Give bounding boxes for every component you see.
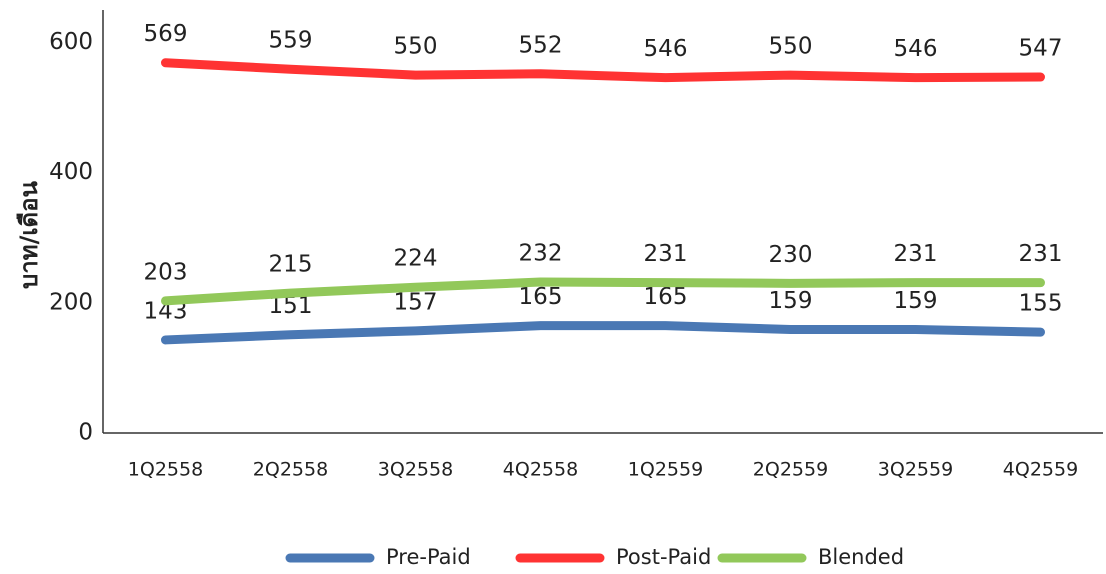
data-label: 546: [644, 36, 688, 62]
x-tick-label: 4Q2558: [503, 459, 578, 481]
data-label: 203: [144, 259, 188, 285]
data-label: 159: [894, 288, 938, 314]
data-label: 559: [269, 28, 313, 54]
data-label: 546: [894, 36, 938, 62]
data-label: 224: [394, 246, 438, 272]
x-tick-label: 2Q2558: [253, 459, 328, 481]
data-label: 232: [519, 241, 563, 267]
x-tick-label: 4Q2559: [1003, 459, 1078, 481]
data-label: 569: [144, 21, 188, 47]
data-label: 230: [769, 242, 813, 268]
x-tick-label: 2Q2559: [753, 459, 828, 481]
data-label: 165: [519, 284, 563, 310]
y-axis-label: บาท/เดือน: [15, 180, 43, 289]
x-tick-label: 1Q2558: [128, 459, 203, 481]
data-label: 155: [1019, 291, 1063, 317]
data-label: 157: [394, 289, 438, 315]
legend-label: Post-Paid: [616, 545, 711, 569]
legend-label: Pre-Paid: [386, 545, 471, 569]
data-label: 165: [644, 284, 688, 310]
x-tick-label: 1Q2559: [628, 459, 703, 481]
line: [161, 58, 1045, 83]
line: [161, 321, 1045, 345]
data-label: 215: [269, 252, 313, 278]
y-tick-label: 400: [49, 159, 93, 185]
data-label: 547: [1019, 36, 1063, 62]
line: [161, 277, 1045, 306]
legend-label: Blended: [818, 545, 904, 569]
data-label: 231: [894, 241, 938, 267]
x-tick-label: 3Q2559: [878, 459, 953, 481]
y-tick-label: 200: [49, 289, 93, 315]
data-label: 231: [644, 241, 688, 267]
data-label: 159: [769, 288, 813, 314]
x-tick-label: 3Q2558: [378, 459, 453, 481]
y-tick-label: 600: [49, 29, 93, 55]
data-label: 550: [394, 34, 438, 60]
data-label: 552: [519, 32, 563, 58]
data-label: 550: [769, 34, 813, 60]
data-label: 231: [1019, 241, 1063, 267]
y-tick-label: 0: [78, 420, 93, 446]
